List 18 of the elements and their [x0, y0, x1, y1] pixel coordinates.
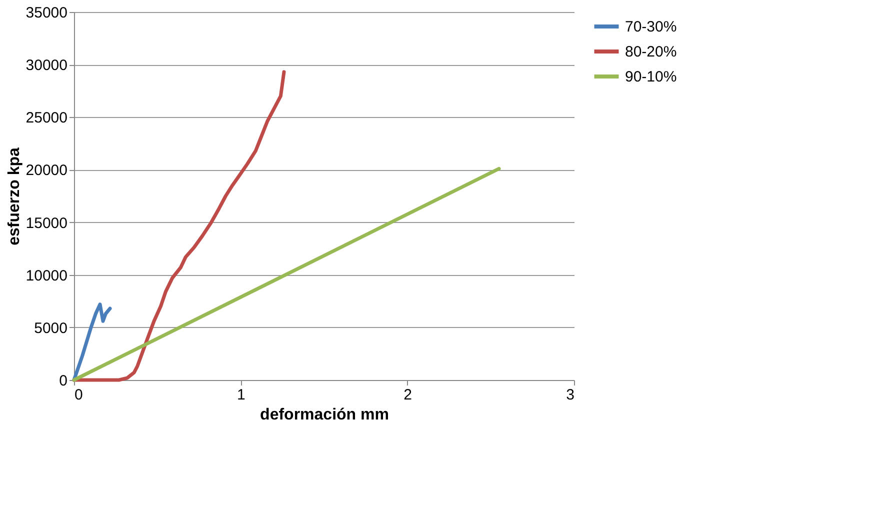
x-tick-label: 2 — [404, 386, 412, 404]
y-tick-label: 25000 — [26, 110, 68, 127]
y-tick-label: 5000 — [34, 320, 68, 337]
y-tick-label: 0 — [59, 372, 68, 390]
x-tick-label: 1 — [236, 386, 246, 404]
y-tick-label: 35000 — [26, 4, 68, 22]
x-axis-title: deformación mm — [260, 406, 389, 424]
y-axis-title: esfuerzo kpa — [6, 147, 23, 246]
y-tick-label: 10000 — [26, 267, 68, 284]
y-tick-label: 20000 — [26, 162, 68, 180]
legend-label: 70-30% — [625, 18, 677, 36]
y-tick-label: 15000 — [26, 214, 68, 232]
legend-label: 90-10% — [625, 68, 677, 86]
x-tick-label: 0 — [74, 386, 83, 404]
legend-label: 80-20% — [625, 44, 677, 60]
x-tick-label: 3 — [566, 386, 574, 404]
y-tick-label: 30000 — [26, 57, 68, 74]
line-series — [72, 70, 286, 382]
